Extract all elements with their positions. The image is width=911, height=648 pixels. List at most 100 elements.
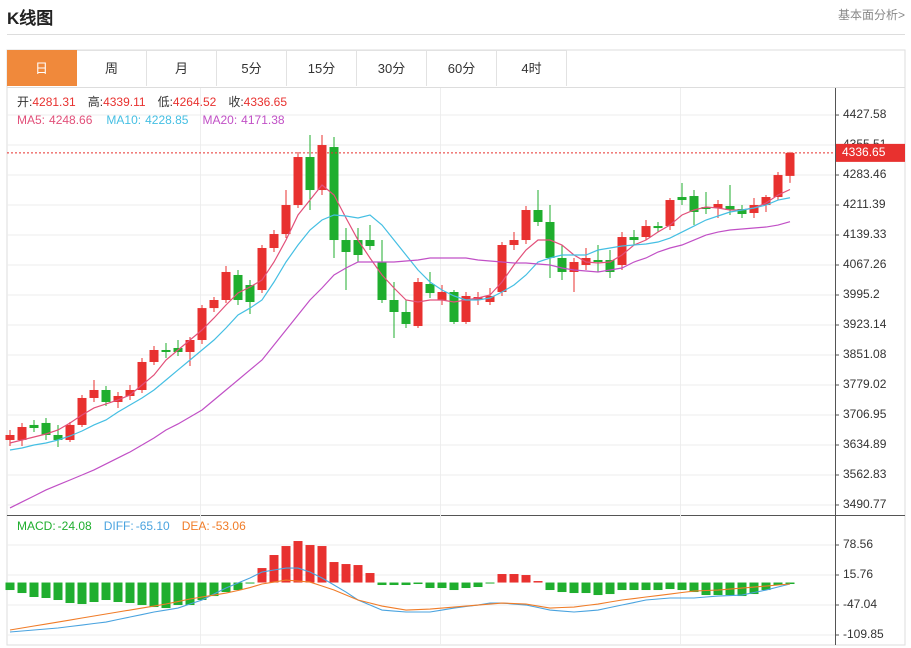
legend-text: MACD:	[17, 519, 56, 533]
macd-line	[9, 567, 791, 633]
candle-body	[713, 204, 723, 209]
y-tick-label: 3634.89	[843, 437, 887, 451]
macd-bar	[149, 582, 159, 608]
y-tick-label: 15.76	[843, 567, 873, 581]
macd-bar	[437, 582, 447, 589]
candle-body	[629, 237, 639, 241]
y-tick-label: 78.56	[843, 537, 873, 551]
legend-text: 4228.85	[145, 113, 189, 127]
candle-body	[101, 389, 111, 402]
candle-body	[485, 296, 495, 302]
macd-bar	[389, 582, 399, 586]
macd-bar	[281, 546, 291, 583]
last-price-label: 4336.65	[842, 145, 886, 159]
candle-body	[509, 240, 519, 246]
tab[interactable]: 日	[7, 50, 77, 86]
candle-body	[221, 271, 231, 301]
macd-bar	[449, 582, 459, 591]
macd-bar	[317, 546, 327, 583]
tab[interactable]: 周	[77, 50, 147, 86]
candle-body	[533, 210, 543, 222]
macd-bar	[5, 582, 15, 591]
candle-body	[137, 361, 147, 390]
legend-text: 4248.66	[49, 113, 93, 127]
tab[interactable]: 月	[147, 50, 217, 86]
candle-body	[497, 245, 507, 293]
macd-bar	[41, 582, 51, 599]
candle-body	[689, 196, 699, 213]
legend-text: MA5:	[17, 113, 45, 127]
ma-line	[9, 197, 791, 451]
macd-bar	[617, 582, 627, 591]
candle-body	[41, 422, 51, 435]
candle-body	[113, 395, 123, 402]
candle-body	[737, 209, 747, 215]
candle-body	[5, 434, 15, 440]
macd-bar	[533, 581, 543, 583]
tab[interactable]: 60分	[427, 50, 497, 86]
legend-text: 4171.38	[241, 113, 285, 127]
legend-text: 4336.65	[244, 95, 288, 109]
candle-body	[701, 207, 711, 210]
y-tick-label: 4067.26	[843, 257, 887, 271]
candle-body	[209, 300, 219, 309]
y-tick-label: -109.85	[843, 627, 884, 641]
macd-bar	[413, 582, 423, 585]
candle-body	[425, 284, 435, 294]
macd-bar	[401, 582, 411, 586]
candle-body	[125, 389, 135, 396]
y-tick-label: 3562.83	[843, 467, 887, 481]
macd-bar	[701, 582, 711, 596]
candle-body	[161, 349, 171, 352]
y-tick-label: 3490.77	[843, 497, 887, 511]
legend-text: 4281.31	[32, 95, 76, 109]
macd-bar	[269, 555, 279, 583]
legend-text: 高:	[88, 94, 103, 109]
macd-bar	[305, 545, 315, 583]
tab-bar: 日周月 5分 15分 30分 60分 4时	[7, 50, 567, 86]
y-tick-label: 3851.08	[843, 347, 887, 361]
tab[interactable]: 5分	[217, 50, 287, 86]
candle-body	[785, 152, 795, 176]
candle-body	[773, 175, 783, 198]
legend-text: 4339.11	[103, 95, 146, 109]
candle-body	[233, 274, 243, 301]
macd-bar	[113, 582, 123, 603]
candle-body	[761, 197, 771, 206]
y-tick-label: -47.04	[843, 597, 877, 611]
chart-frame	[6, 49, 906, 646]
legend-text: 开:	[17, 95, 32, 109]
candle-body	[605, 259, 615, 272]
candle-body	[449, 292, 459, 322]
legend-text: -65.10	[136, 519, 170, 533]
candle-body	[365, 240, 375, 247]
candle-body	[749, 205, 759, 214]
macd-bar	[365, 573, 375, 583]
candle-body	[521, 210, 531, 241]
macd-bar	[653, 582, 663, 591]
macd-bar	[197, 582, 207, 601]
tab[interactable]: 4时	[497, 50, 567, 86]
macd-bar	[497, 574, 507, 583]
macd-bar	[557, 582, 567, 593]
legend-text: DEA:	[182, 519, 210, 533]
legend-text: 4264.52	[173, 95, 217, 109]
macd-bar	[173, 582, 183, 606]
legend-text: MA20:	[202, 113, 237, 127]
macd-bar	[773, 582, 783, 586]
macd-bar	[101, 582, 111, 601]
legend-text: -24.08	[58, 519, 92, 533]
tab[interactable]: 30分	[357, 50, 427, 86]
candle-body	[617, 237, 627, 265]
tab[interactable]: 15分	[287, 50, 357, 86]
macd-bar	[245, 582, 255, 584]
candle-body	[17, 427, 27, 440]
macd-bar	[77, 582, 87, 605]
macd-bar	[209, 582, 219, 597]
macd-bar	[53, 582, 63, 601]
macd-bar	[473, 582, 483, 588]
candle-body	[437, 292, 447, 301]
analysis-link[interactable]: 基本面分析>	[837, 8, 905, 22]
